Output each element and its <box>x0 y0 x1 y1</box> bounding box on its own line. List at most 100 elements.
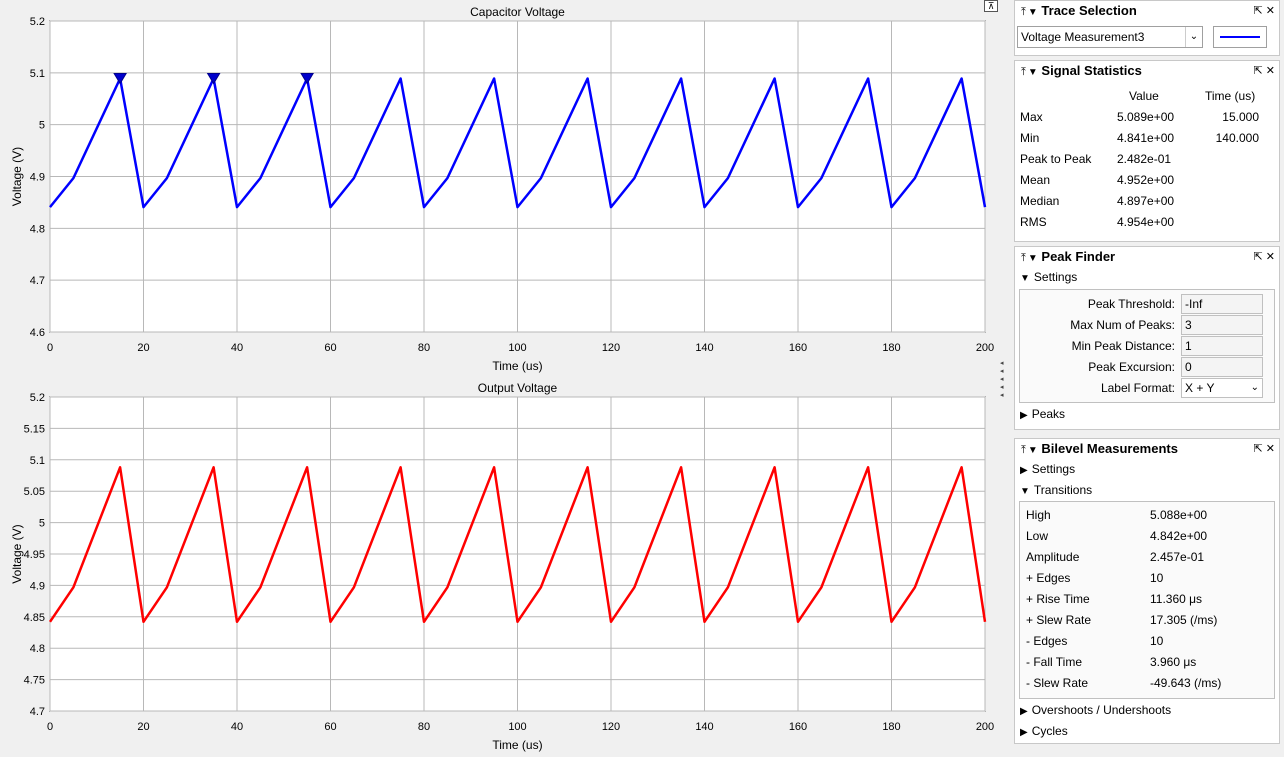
peak-field-label: Peak Excursion: <box>1088 360 1175 374</box>
y-tick-label: 5.1 <box>30 68 45 80</box>
signal-statistics-panel: ⤒ ▼ Signal Statistics ⇱ ✕ Value Time (us)… <box>1014 60 1280 242</box>
trace-select[interactable]: Voltage Measurement3 ⌄ <box>1017 26 1203 48</box>
bilevel-value: 4.842e+00 <box>1150 529 1208 543</box>
bilevel-panel: ⤒ ▼ Bilevel Measurements ⇱ ✕ ▶ Settings ▼ T… <box>1014 438 1280 744</box>
peak-marker[interactable] <box>206 73 221 85</box>
undock-icon[interactable]: ⇱ <box>1253 5 1263 17</box>
x-tick-label: 40 <box>231 721 243 733</box>
col-value-header: Value <box>1129 89 1159 103</box>
x-tick-label: 60 <box>324 342 336 354</box>
bilevel-value: -49.643 (/ms) <box>1150 676 1222 690</box>
collapse-icon[interactable]: ▼ <box>1027 67 1038 78</box>
close-icon[interactable]: ✕ <box>1265 5 1275 17</box>
bilevel-label: Amplitude <box>1026 550 1080 564</box>
undock-icon[interactable]: ⊼ <box>984 0 998 12</box>
chart-title: Output Voltage <box>478 381 558 395</box>
peak-field-label: Max Num of Peaks: <box>1070 318 1175 332</box>
peak-field-input[interactable]: X + Y ⌄ <box>1181 378 1263 398</box>
cycles-label: Cycles <box>1031 724 1068 738</box>
bilevel-value: 10 <box>1150 634 1164 648</box>
peak-field-input[interactable]: 0 <box>1181 357 1263 377</box>
transitions-box <box>1019 501 1275 699</box>
y-tick-label: 5 <box>39 518 45 530</box>
triangle-right-icon: ▶ <box>1020 727 1028 738</box>
signal-statistics-title: Signal Statistics <box>1041 63 1142 78</box>
y-tick-label: 4.8 <box>30 643 45 655</box>
x-tick-label: 40 <box>231 342 243 354</box>
stat-value: 4.841e+00 <box>1117 131 1175 145</box>
bilevel-value: 3.960 μs <box>1150 655 1197 669</box>
peak-finder-title: Peak Finder <box>1041 249 1116 264</box>
bilevel-settings-toggle[interactable]: ▶ Settings <box>1020 462 1075 476</box>
x-tick-label: 0 <box>47 342 53 354</box>
trace-line-style[interactable] <box>1213 26 1267 48</box>
peak-field-input[interactable]: 1 <box>1181 336 1263 356</box>
pin-icon[interactable]: ⤒ <box>1021 66 1026 78</box>
stat-value: 2.482e-01 <box>1117 152 1172 166</box>
peak-marker[interactable] <box>300 73 315 85</box>
stat-label: Peak to Peak <box>1020 152 1092 166</box>
peak-field-input[interactable]: -Inf <box>1181 294 1263 314</box>
x-tick-label: 180 <box>882 342 900 354</box>
triangle-right-icon: ▶ <box>1020 706 1028 717</box>
peak-field-label: Label Format: <box>1100 381 1175 395</box>
scope-plots[interactable]: 0 20 40 60 80 100 120 140 160 180 2004.64.74.84.95… <box>0 0 1000 757</box>
chevron-down-icon[interactable]: ⌄ <box>1185 27 1202 47</box>
undock-icon[interactable]: ⇱ <box>1253 443 1263 455</box>
collapse-icon[interactable]: ▼ <box>1027 7 1038 18</box>
peak-marker[interactable] <box>113 73 128 85</box>
y-tick-label: 4.7 <box>30 706 45 718</box>
stat-value: 5.089e+00 <box>1117 110 1175 124</box>
series-line-0 <box>48 466 987 624</box>
y-tick-label: 4.85 <box>24 612 45 624</box>
x-tick-label: 100 <box>508 721 526 733</box>
peak-field-input[interactable]: 3 <box>1181 315 1263 335</box>
close-icon[interactable]: ✕ <box>1265 251 1275 263</box>
bilevel-label: + Edges <box>1026 571 1071 585</box>
undock-icon[interactable]: ⇱ <box>1253 251 1263 263</box>
x-tick-label: 180 <box>882 721 900 733</box>
bilevel-label: Low <box>1026 529 1049 543</box>
collapse-icon[interactable]: ▼ <box>1027 445 1038 456</box>
overshoots-label: Overshoots / Undershoots <box>1031 703 1172 717</box>
bilevel-header: ⤒ ▼ Bilevel Measurements ⇱ ✕ <box>1015 439 1279 459</box>
bilevel-label: High <box>1026 508 1051 522</box>
stat-label: RMS <box>1020 215 1047 229</box>
y-tick-label: 4.7 <box>30 275 45 287</box>
stat-time: 15.000 <box>1222 110 1259 124</box>
transitions-toggle[interactable]: ▼ Transitions <box>1020 483 1092 497</box>
peak-settings-label: Settings <box>1033 270 1078 284</box>
pin-icon[interactable]: ⤒ <box>1021 252 1026 264</box>
peaks-label: Peaks <box>1031 407 1066 421</box>
transitions-label: Transitions <box>1033 483 1093 497</box>
pin-icon[interactable]: ⤒ <box>1021 6 1026 18</box>
cycles-toggle[interactable]: ▶ Cycles <box>1020 724 1068 738</box>
stat-value: 4.952e+00 <box>1117 173 1175 187</box>
close-icon[interactable]: ✕ <box>1265 65 1275 77</box>
panel-splitter-icon[interactable]: ◂ ◂ ◂ ◂ ◂ <box>1000 360 1004 399</box>
y-tick-label: 5.05 <box>24 486 45 498</box>
close-icon[interactable]: ✕ <box>1265 443 1275 455</box>
undock-icon[interactable]: ⇱ <box>1253 65 1263 77</box>
peak-settings-toggle[interactable]: ▼ Settings <box>1020 270 1077 284</box>
chevron-down-icon[interactable]: ⌄ <box>1250 382 1259 393</box>
stat-value: 4.897e+00 <box>1117 194 1175 208</box>
y-tick-label: 4.95 <box>24 549 45 561</box>
col-time-header: Time (us) <box>1205 89 1256 103</box>
x-tick-label: 200 <box>976 342 994 354</box>
y-tick-label: 5.2 <box>30 16 45 28</box>
overshoots-toggle[interactable]: ▶ Overshoots / Undershoots <box>1020 703 1171 717</box>
bilevel-label: + Slew Rate <box>1026 613 1092 627</box>
trace-selection-header: ⤒ ▼ Trace Selection ⇱ ✕ <box>1015 1 1279 21</box>
y-tick-label: 4.9 <box>30 580 45 592</box>
trace-selection-title: Trace Selection <box>1041 3 1137 18</box>
stat-value: 4.954e+00 <box>1117 215 1175 229</box>
pin-icon[interactable]: ⤒ <box>1021 444 1026 456</box>
x-tick-label: 200 <box>976 721 994 733</box>
peaks-toggle[interactable]: ▶ Peaks <box>1020 407 1065 421</box>
x-tick-label: 80 <box>418 342 430 354</box>
stat-label: Median <box>1020 194 1060 208</box>
collapse-icon[interactable]: ▼ <box>1027 253 1038 264</box>
bilevel-label: - Edges <box>1026 634 1068 648</box>
x-tick-label: 160 <box>789 721 807 733</box>
